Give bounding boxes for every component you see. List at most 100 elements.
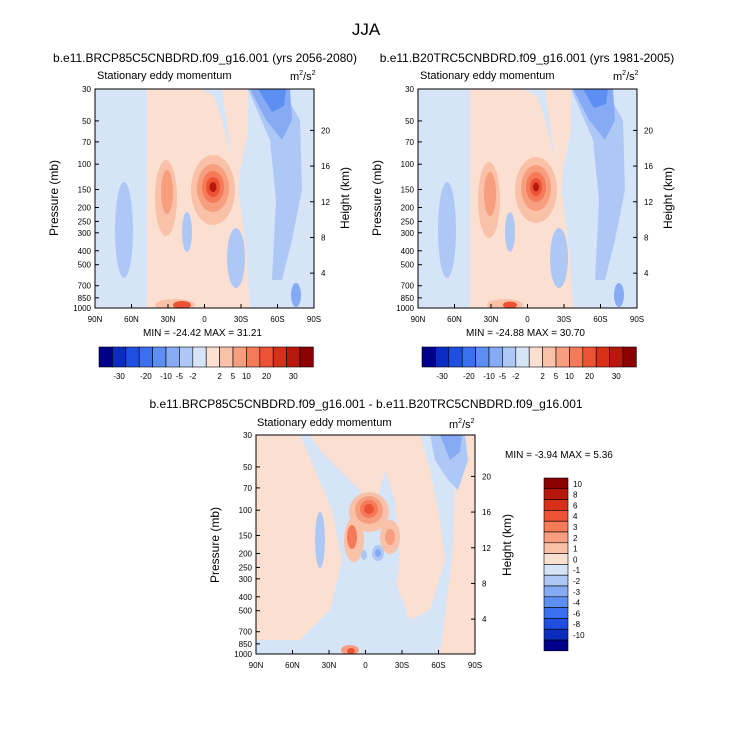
x-tick-label: 60N <box>285 661 300 670</box>
y-tick-label: 200 <box>78 203 92 212</box>
y-tick-label: 30 <box>405 85 414 94</box>
y-tick-label: 400 <box>401 247 415 256</box>
y-tick-label: 50 <box>82 117 91 126</box>
colorbar-label: -6 <box>573 609 581 618</box>
colorbar-label: 3 <box>573 523 578 532</box>
height-tick-label: 20 <box>321 126 330 135</box>
y-tick-label: 400 <box>239 593 253 602</box>
y-tick-label: 70 <box>82 138 91 147</box>
colorbar-label: 30 <box>612 372 621 381</box>
colorbar-swatch <box>543 488 569 500</box>
panel-3-x-ticks: 90N 60N 30N 0 30S 60S 90S <box>249 650 482 670</box>
colorbar-label: 1 <box>573 545 578 554</box>
colorbar-label: -2 <box>512 372 520 381</box>
panel-2-ylabel: Pressure (mb) <box>370 160 384 236</box>
colorbar-label: 4 <box>573 512 578 521</box>
x-tick-label: 0 <box>202 315 207 324</box>
colorbar-swatch <box>543 574 569 587</box>
panel-3-units: m2/s2 <box>449 418 475 431</box>
colorbar-label: 6 <box>573 501 578 510</box>
y-tick-label: 100 <box>401 160 415 169</box>
colorbar-label: -10 <box>483 372 495 381</box>
colorbar-swatch <box>543 477 569 490</box>
colorbar-swatch <box>543 618 569 630</box>
panel-3-title: b.e11.BRCP85C5CNBDRD.f09_g16.001 - b.e11… <box>149 397 582 411</box>
colorbar-label: 5 <box>554 372 559 381</box>
height-tick-label: 20 <box>482 472 491 481</box>
colorbar-label: -30 <box>113 372 125 381</box>
panel-1-title: b.e11.BRCP85C5CNBDRD.f09_g16.001 (yrs 20… <box>53 51 357 65</box>
height-tick-label: 8 <box>644 233 649 242</box>
colorbar-label: 20 <box>262 372 271 381</box>
colorbar-panel-2: -30 -20 -10 -5 -2 2 5 10 20 30 <box>421 346 637 381</box>
y-tick-label: 500 <box>239 607 253 616</box>
y-tick-label: 100 <box>78 160 92 169</box>
height-tick-label: 4 <box>321 269 326 278</box>
y-tick-label: 1000 <box>396 304 414 313</box>
y-tick-label: 150 <box>239 532 253 541</box>
height-tick-label: 16 <box>644 162 653 171</box>
panel-2-x-ticks: 90N 60N 30N 0 30S 60S 90S <box>411 304 644 324</box>
colorbar-label: 5 <box>231 372 236 381</box>
colorbar-swatch <box>165 346 180 368</box>
colorbar-swatch <box>543 553 569 565</box>
colorbar-swatch <box>112 346 127 368</box>
colorbar-swatch <box>259 346 274 368</box>
panel-1-stats: MIN = -24.42 MAX = 31.21 <box>143 328 262 339</box>
y-tick-label: 700 <box>78 282 92 291</box>
colorbar-swatch <box>488 346 503 368</box>
y-tick-label: 700 <box>239 628 253 637</box>
y-tick-label: 150 <box>401 186 415 195</box>
x-tick-label: 0 <box>525 315 530 324</box>
colorbar-swatch <box>528 346 543 368</box>
height-tick-label: 8 <box>482 579 487 588</box>
y-tick-label: 150 <box>78 186 92 195</box>
y-tick-label: 30 <box>82 85 91 94</box>
y-tick-label: 200 <box>239 549 253 558</box>
colorbar-swatch <box>543 520 569 533</box>
panel-3-subtitle: Stationary eddy momentum <box>257 417 392 429</box>
colorbar-label: 30 <box>289 372 298 381</box>
colorbar-swatch <box>448 346 463 368</box>
colorbar-swatch <box>179 346 194 368</box>
panel-3-ylabel: Pressure (mb) <box>208 507 222 583</box>
y-tick-label: 300 <box>239 575 253 584</box>
y-tick-label: 50 <box>405 117 414 126</box>
y-tick-label: 50 <box>243 463 252 472</box>
panel-1-x-ticks: 90N 60N 30N 0 30S 60S 90S <box>88 304 321 324</box>
y-tick-label: 1000 <box>234 650 252 659</box>
y-tick-label: 500 <box>401 261 415 270</box>
colorbar-swatch <box>98 346 113 368</box>
panel-1-subtitle: Stationary eddy momentum <box>97 70 232 82</box>
x-tick-label: 30N <box>161 315 176 324</box>
colorbar-swatch <box>582 346 597 368</box>
colorbar-swatch <box>543 596 569 608</box>
colorbar-swatch <box>192 346 207 368</box>
colorbar-swatch <box>543 510 569 522</box>
y-tick-label: 300 <box>401 229 415 238</box>
x-tick-label: 30S <box>395 661 409 670</box>
colorbar-swatch <box>475 346 490 368</box>
colorbar-swatch <box>543 639 569 652</box>
colorbar-label: 10 <box>573 480 582 489</box>
panel-1-height-ticks: 20 16 12 8 4 <box>310 126 330 278</box>
colorbar-swatch <box>246 346 261 368</box>
x-tick-label: 90N <box>411 315 426 324</box>
colorbar-swatch <box>299 346 314 368</box>
colorbar-label: -4 <box>573 599 581 608</box>
y-tick-label: 250 <box>239 563 253 572</box>
y-tick-label: 200 <box>401 203 415 212</box>
colorbar-swatch <box>543 542 569 554</box>
y-tick-label: 30 <box>243 431 252 440</box>
colorbar-swatch <box>152 346 167 368</box>
panel-3-ylabel-right: Height (km) <box>500 514 514 576</box>
y-tick-label: 850 <box>401 294 415 303</box>
x-tick-label: 60N <box>447 315 462 324</box>
colorbar-label: 2 <box>540 372 545 381</box>
height-tick-label: 12 <box>321 198 330 207</box>
colorbar-label: -3 <box>573 588 581 597</box>
panel-2-stats: MIN = -24.88 MAX = 30.70 <box>466 328 585 339</box>
colorbar-label: 0 <box>573 555 578 564</box>
page-title: JJA <box>352 20 381 39</box>
